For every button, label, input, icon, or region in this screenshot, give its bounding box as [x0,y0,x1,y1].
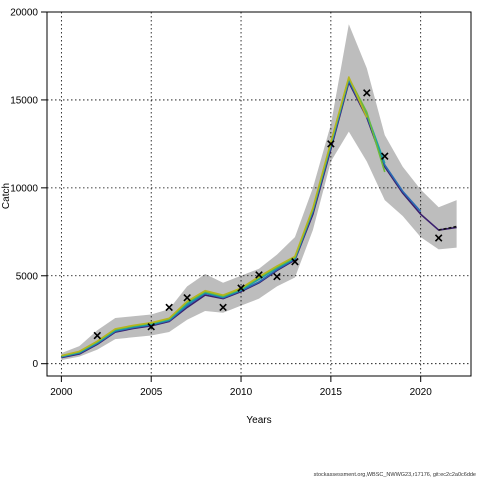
observed-point [237,284,245,292]
y-tick-label: 20000 [10,8,38,19]
y-tick-label: 5000 [16,271,39,282]
observed-point [380,152,389,160]
y-axis-label: Catch [1,183,12,209]
observed-point [93,331,102,340]
observed-point [147,322,155,331]
observed-point [363,89,371,97]
x-tick-label: 2000 [50,387,73,398]
x-tick-label: 2005 [140,387,163,398]
observed-point [291,257,299,266]
series-line-1 [61,81,457,359]
series-line-5 [61,76,368,357]
x-tick-label: 2015 [320,387,343,398]
footer-credit: stockassessment.org,WBSC_NWWG23,r17176, … [313,472,476,478]
observed-point [255,271,263,279]
observed-point [434,234,443,242]
observed-point [273,272,281,281]
x-tick-label: 2010 [230,387,253,398]
y-tick-label: 15000 [10,95,38,106]
plot-frame [46,11,472,377]
projection-line [438,225,457,231]
x-axis-label: Years [246,415,271,426]
observed-point [165,303,173,312]
observed-point [327,140,335,148]
confidence-band [61,24,457,361]
y-tick-label: 10000 [10,183,38,194]
observed-point [219,303,227,312]
x-tick-label: 2020 [410,387,433,398]
observed-point [183,293,191,302]
y-tick-label: 0 [32,359,38,370]
